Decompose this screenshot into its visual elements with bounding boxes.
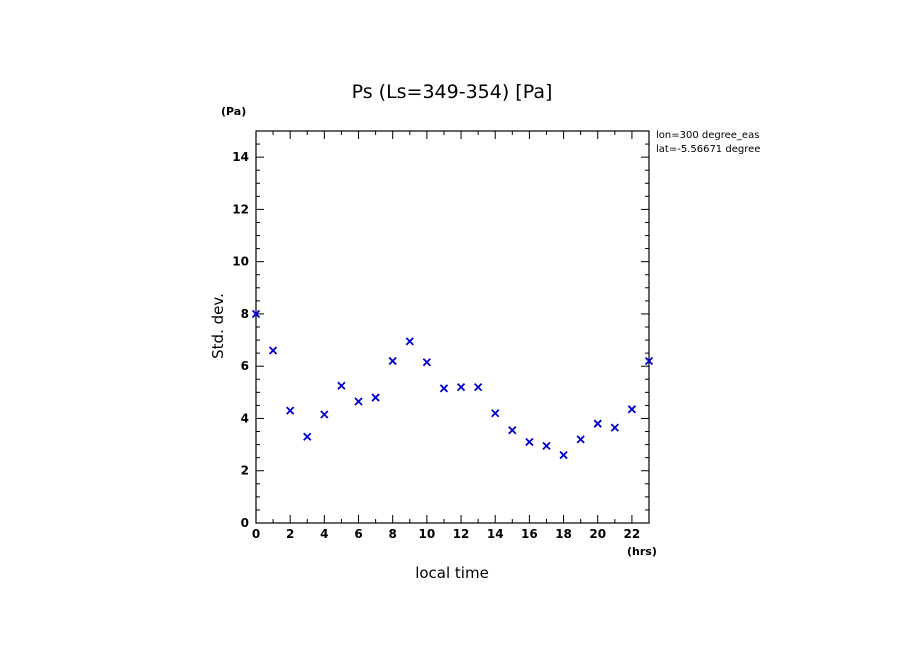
y-tick-label: 8: [241, 307, 249, 321]
y-tick-label: 10: [232, 255, 249, 269]
data-point-stroke: [576, 435, 585, 444]
chart-title: Ps (Ls=349-354) [Pa]: [352, 81, 553, 103]
axis-ticks: [255, 130, 650, 524]
data-point-stroke: [542, 441, 551, 451]
x-tick-label: 6: [354, 527, 362, 541]
tick-labels: 0 2 4 6 8 10 12 14 16 18 20 22 0 2 4 6 8 10 12 14: [232, 150, 640, 541]
data-point: [491, 409, 500, 418]
data-point: [388, 356, 397, 366]
data-point: [644, 356, 654, 366]
data-point-stroke: [388, 356, 397, 366]
y-tick-label: 2: [241, 464, 249, 478]
data-point: [405, 337, 414, 346]
data-point: [371, 393, 380, 402]
y-tick-label: 0: [241, 516, 249, 530]
x-tick-label: 12: [453, 527, 470, 541]
data-point: [627, 405, 637, 414]
data-point-stroke: [251, 309, 261, 319]
annotation-lon: lon=300 degree_eas: [656, 130, 759, 141]
data-point-stroke: [456, 382, 466, 392]
data-point-stroke: [371, 393, 380, 402]
y-tick-label: 12: [232, 202, 249, 216]
data-point-stroke: [627, 405, 637, 414]
data-point: [422, 358, 432, 367]
data-point: [251, 309, 261, 319]
y-tick-label: 6: [241, 359, 249, 373]
data-point-stroke: [337, 381, 346, 390]
data-point-stroke: [644, 356, 654, 366]
x-unit-label: (hrs): [627, 545, 657, 558]
x-tick-label: 20: [589, 527, 606, 541]
x-tick-label: 18: [555, 527, 572, 541]
data-point: [473, 382, 483, 392]
data-point: [525, 437, 534, 447]
data-point: [542, 441, 551, 451]
x-tick-label: 16: [521, 527, 538, 541]
x-tick-label: 4: [320, 527, 328, 541]
y-unit-label: (Pa): [221, 105, 246, 118]
data-point-stroke: [268, 346, 278, 355]
x-tick-label: 22: [624, 527, 641, 541]
plot-frame: [255, 130, 650, 524]
data-point: [268, 346, 278, 355]
data-point-stroke: [439, 384, 449, 393]
x-tick-label: 14: [487, 527, 504, 541]
data-point-stroke: [405, 337, 414, 346]
data-point: [508, 426, 517, 435]
x-axis-label: local time: [415, 564, 489, 582]
x-tick-label: 2: [286, 527, 294, 541]
data-point: [593, 419, 602, 428]
data-point-stroke: [491, 409, 500, 418]
data-point-stroke: [473, 382, 483, 392]
annotation-lat: lat=-5.56671 degree: [656, 144, 760, 155]
data-point-stroke: [303, 432, 312, 441]
y-axis-label: Std. dev.: [209, 293, 227, 359]
data-point: [320, 410, 329, 419]
y-tick-label: 14: [232, 150, 249, 164]
data-point: [439, 384, 449, 393]
data-point: [303, 432, 312, 441]
data-point-stroke: [559, 450, 568, 460]
data-point: [354, 397, 363, 406]
data-point: [286, 406, 295, 415]
data-point-stroke: [525, 437, 534, 447]
data-point-stroke: [354, 397, 363, 406]
data-point: [559, 450, 568, 460]
data-point: [337, 381, 346, 390]
data-point-stroke: [286, 406, 295, 415]
data-point: [456, 382, 466, 392]
y-tick-label: 4: [241, 411, 249, 425]
data-point-stroke: [593, 419, 602, 428]
x-tick-label: 0: [252, 527, 260, 541]
x-tick-label: 10: [419, 527, 436, 541]
data-point-stroke: [610, 423, 619, 432]
x-tick-label: 8: [389, 527, 397, 541]
data-point-stroke: [320, 410, 329, 419]
data-point-stroke: [422, 358, 432, 367]
data-point: [576, 435, 585, 444]
data-point-stroke: [508, 426, 517, 435]
data-point: [610, 423, 619, 432]
data-points: [251, 309, 654, 460]
